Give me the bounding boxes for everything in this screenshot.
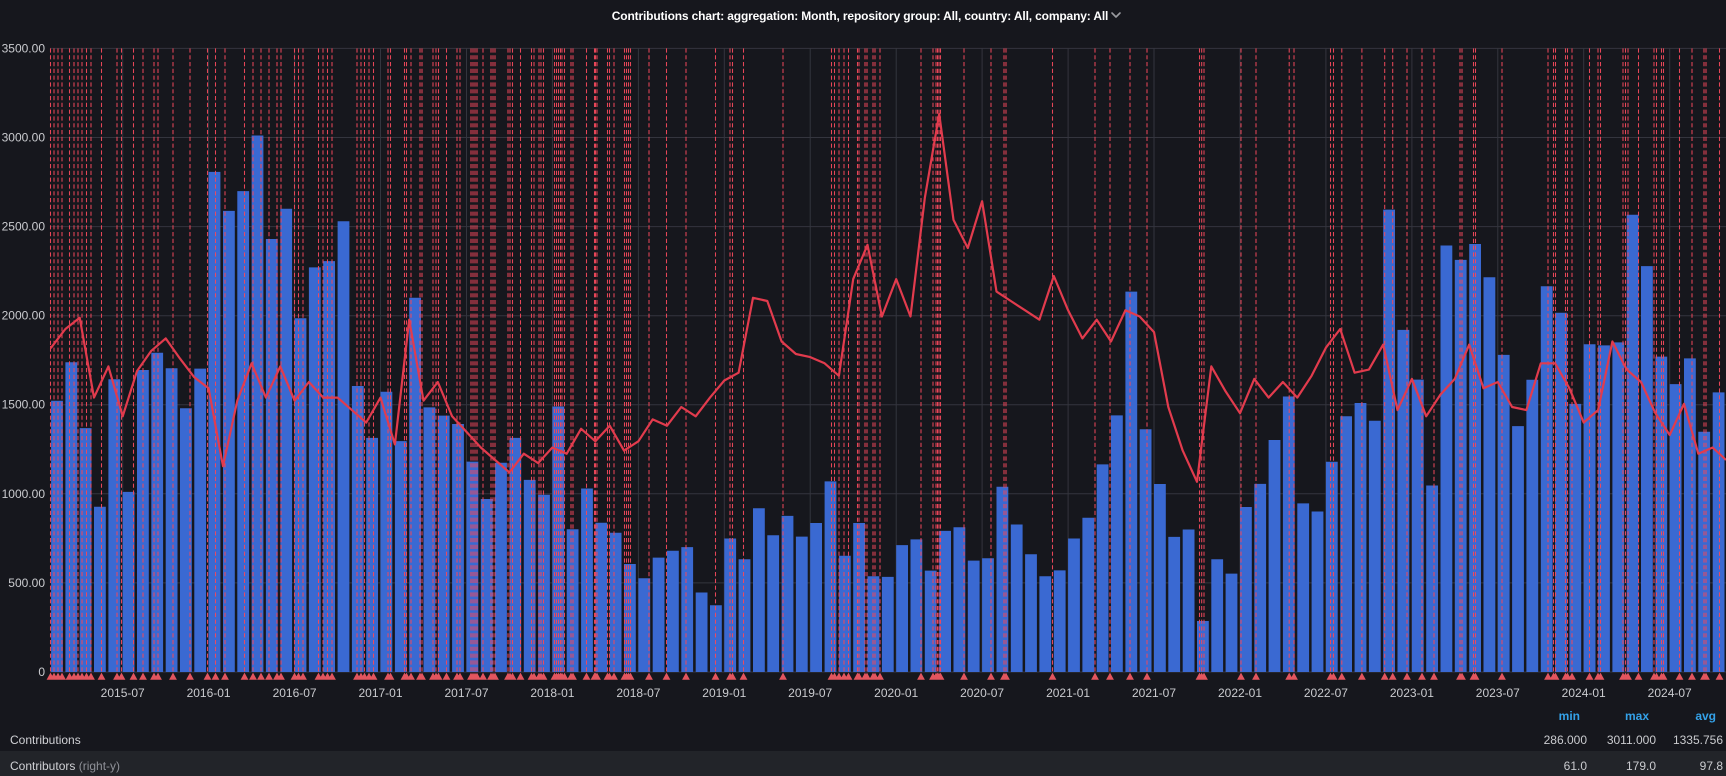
svg-text:2019-07: 2019-07	[788, 686, 832, 700]
svg-text:179.0: 179.0	[1626, 759, 1656, 773]
svg-text:0: 0	[38, 665, 45, 679]
svg-text:3011.000: 3011.000	[1607, 733, 1656, 747]
svg-text:2021-01: 2021-01	[1046, 686, 1090, 700]
svg-text:2000.00: 2000.00	[2, 309, 46, 323]
svg-text:2023-01: 2023-01	[1390, 686, 1434, 700]
svg-text:2024-01: 2024-01	[1562, 686, 1606, 700]
svg-text:2022-01: 2022-01	[1218, 686, 1262, 700]
svg-text:2018-07: 2018-07	[616, 686, 660, 700]
svg-text:500.00: 500.00	[8, 576, 45, 590]
svg-text:1335.756: 1335.756	[1673, 733, 1723, 747]
svg-text:Contributions chart: aggregati: Contributions chart: aggregation: Month,…	[612, 9, 1109, 23]
svg-text:avg: avg	[1695, 709, 1716, 723]
svg-text:2017-01: 2017-01	[358, 686, 402, 700]
svg-text:97.8: 97.8	[1700, 759, 1724, 773]
svg-text:2020-07: 2020-07	[960, 686, 1004, 700]
svg-text:2018-01: 2018-01	[530, 686, 574, 700]
svg-text:Contributions: Contributions	[10, 733, 81, 747]
svg-text:2022-07: 2022-07	[1304, 686, 1348, 700]
svg-text:3000.00: 3000.00	[2, 131, 46, 145]
svg-text:Contributors (right-y): Contributors (right-y)	[10, 759, 120, 773]
svg-text:min: min	[1559, 709, 1580, 723]
svg-text:2020-01: 2020-01	[874, 686, 918, 700]
svg-text:2015-07: 2015-07	[101, 686, 145, 700]
svg-text:2017-07: 2017-07	[444, 686, 488, 700]
svg-text:286.000: 286.000	[1544, 733, 1588, 747]
svg-text:3500.00: 3500.00	[2, 41, 46, 55]
svg-text:1500.00: 1500.00	[2, 398, 46, 412]
svg-text:2016-07: 2016-07	[273, 686, 317, 700]
svg-text:61.0: 61.0	[1564, 759, 1588, 773]
svg-text:2019-01: 2019-01	[702, 686, 746, 700]
svg-text:2021-07: 2021-07	[1132, 686, 1176, 700]
svg-text:2024-07: 2024-07	[1648, 686, 1692, 700]
svg-text:1000.00: 1000.00	[2, 487, 46, 501]
svg-text:2023-07: 2023-07	[1476, 686, 1520, 700]
svg-text:2500.00: 2500.00	[2, 220, 46, 234]
svg-text:2016-01: 2016-01	[187, 686, 231, 700]
svg-text:max: max	[1625, 709, 1649, 723]
